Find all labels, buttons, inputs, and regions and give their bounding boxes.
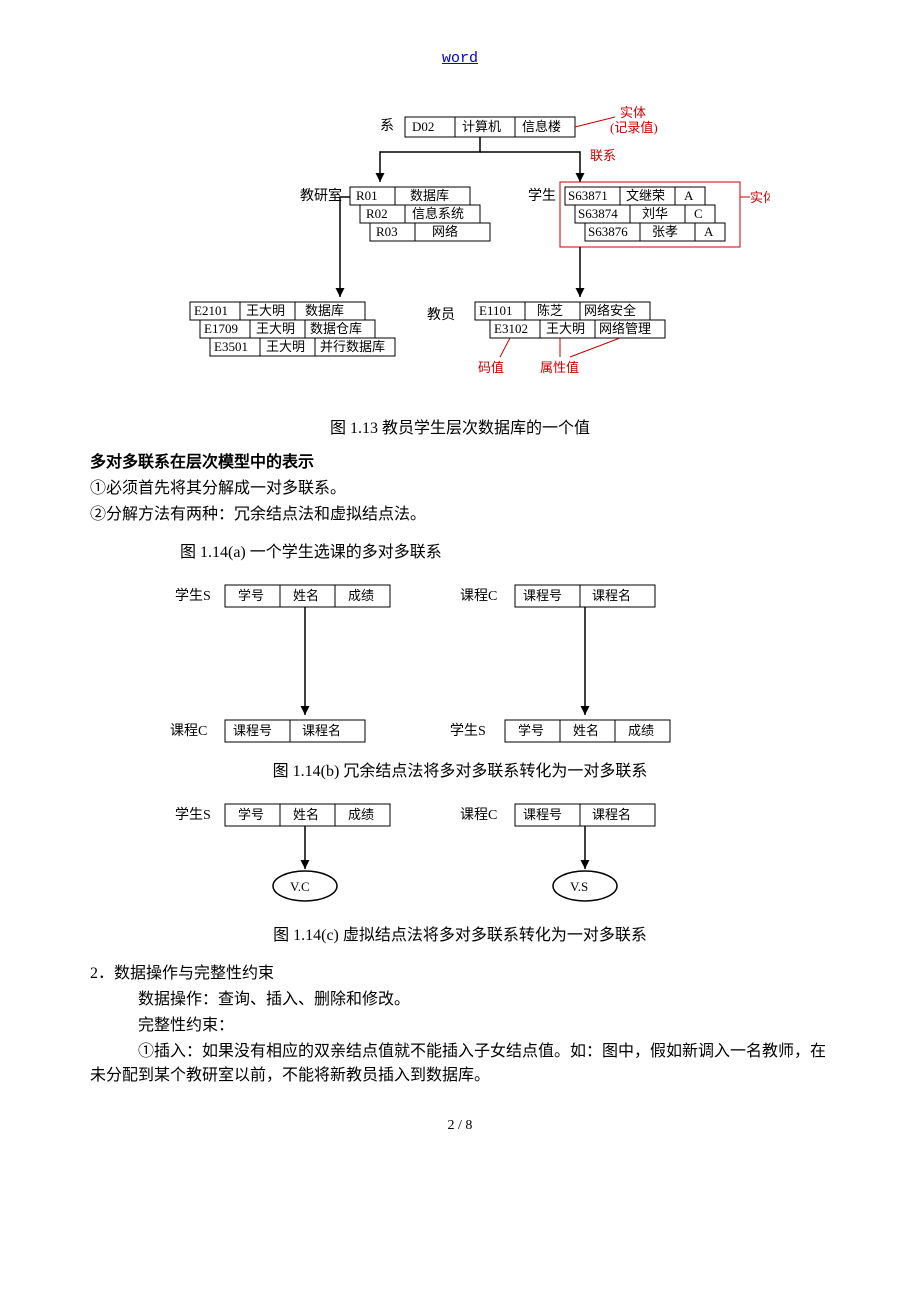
svg-text:课程C: 课程C <box>460 588 497 604</box>
svg-text:D02: D02 <box>412 119 434 134</box>
svg-text:R01: R01 <box>356 188 378 203</box>
fig-1-14c: 学生S 学号 姓名 成绩 V.C 课程C 课程号 课程名 V.S <box>150 794 770 914</box>
svg-text:成绩: 成绩 <box>628 723 654 738</box>
svg-text:V.C: V.C <box>290 879 310 894</box>
svg-text:实体集: 实体集 <box>750 190 770 205</box>
svg-text:学号: 学号 <box>238 588 264 603</box>
svg-text:学号: 学号 <box>238 807 264 822</box>
svg-text:A: A <box>704 224 714 239</box>
svg-text:数据库: 数据库 <box>305 303 344 318</box>
svg-text:文继荣: 文继荣 <box>626 188 665 203</box>
svg-text:E2101: E2101 <box>194 303 228 318</box>
svg-text:成绩: 成绩 <box>348 807 374 822</box>
fig-1-13: 系 D02 计算机 信息楼 实体 (记录值) 联系 教研室 R01 数据库 R02… <box>150 97 770 407</box>
fig114b-caption: 图 1.14(b) 冗余结点法将多对多联系转化为一对多联系 <box>90 760 830 784</box>
svg-text:属性值: 属性值 <box>540 360 579 375</box>
section2-line3: ①插入：如果没有相应的双亲结点值就不能插入子女结点值。如：图中，假如新调入一名教… <box>90 1040 830 1088</box>
svg-text:学生S: 学生S <box>175 807 211 823</box>
svg-text:C: C <box>694 206 703 221</box>
mm-line2: ②分解方法有两种：冗余结点法和虚拟结点法。 <box>90 503 830 527</box>
svg-text:课程号: 课程号 <box>523 588 562 603</box>
svg-text:E1709: E1709 <box>204 321 238 336</box>
svg-text:联系: 联系 <box>590 148 616 163</box>
svg-text:课程号: 课程号 <box>233 723 272 738</box>
svg-text:姓名: 姓名 <box>293 807 319 822</box>
svg-text:S63874: S63874 <box>578 206 618 221</box>
label-dept: 系 <box>380 118 394 134</box>
svg-text:数据库: 数据库 <box>410 188 449 203</box>
svg-text:刘华: 刘华 <box>642 206 668 221</box>
svg-text:课程名: 课程名 <box>592 807 631 822</box>
svg-text:课程C: 课程C <box>170 723 207 739</box>
svg-text:数据仓库: 数据仓库 <box>310 321 362 336</box>
svg-text:成绩: 成绩 <box>348 588 374 603</box>
svg-text:A: A <box>684 188 694 203</box>
svg-text:E3501: E3501 <box>214 339 248 354</box>
svg-text:S63876: S63876 <box>588 224 628 239</box>
section2-title: 2．数据操作与完整性约束 <box>90 962 830 986</box>
svg-text:课程名: 课程名 <box>592 588 631 603</box>
label-teacher: 教员 <box>427 307 455 323</box>
svg-text:网络安全: 网络安全 <box>584 303 636 318</box>
svg-text:E1101: E1101 <box>479 303 512 318</box>
svg-text:陈芝: 陈芝 <box>537 303 563 318</box>
fig114a-caption: 图 1.14(a) 一个学生选课的多对多联系 <box>90 541 830 565</box>
svg-text:学号: 学号 <box>518 723 544 738</box>
svg-text:王大明: 王大明 <box>266 339 305 354</box>
section2-line2: 完整性约束： <box>90 1014 830 1038</box>
svg-text:(记录值): (记录值) <box>610 120 658 135</box>
label-student: 学生 <box>528 188 556 204</box>
svg-text:S63871: S63871 <box>568 188 608 203</box>
section2-line1: 数据操作：查询、插入、删除和修改。 <box>90 988 830 1012</box>
svg-text:课程号: 课程号 <box>523 807 562 822</box>
svg-text:姓名: 姓名 <box>573 723 599 738</box>
svg-text:王大明: 王大明 <box>246 303 285 318</box>
svg-text:R02: R02 <box>366 206 388 221</box>
fig114c-caption: 图 1.14(c) 虚拟结点法将多对多联系转化为一对多联系 <box>90 924 830 948</box>
mm-line1: ①必须首先将其分解成一对多联系。 <box>90 477 830 501</box>
svg-text:课程名: 课程名 <box>302 723 341 738</box>
fig113-caption: 图 1.13 教员学生层次数据库的一个值 <box>90 417 830 441</box>
section-mm-title: 多对多联系在层次模型中的表示 <box>90 451 830 475</box>
svg-text:码值: 码值 <box>478 360 504 375</box>
svg-text:王大明: 王大明 <box>256 321 295 336</box>
svg-text:信息楼: 信息楼 <box>522 119 561 134</box>
svg-text:网络: 网络 <box>432 224 458 239</box>
svg-text:R03: R03 <box>376 224 398 239</box>
label-lab: 教研室 <box>300 187 342 204</box>
svg-text:网络管理: 网络管理 <box>599 321 651 336</box>
svg-text:姓名: 姓名 <box>293 588 319 603</box>
svg-text:V.S: V.S <box>570 879 588 894</box>
fig-1-14b: 学生S 学号姓名成绩 课程C 课程号课程名 课程C 课程号课程名 学生S 学号姓… <box>150 575 770 750</box>
svg-text:课程C: 课程C <box>460 807 497 823</box>
svg-text:E3102: E3102 <box>494 321 528 336</box>
svg-text:王大明: 王大明 <box>546 321 585 336</box>
svg-text:信息系统: 信息系统 <box>412 206 464 221</box>
svg-text:并行数据库: 并行数据库 <box>320 339 385 354</box>
svg-text:张孝: 张孝 <box>652 224 678 239</box>
page-number: 2 / 8 <box>90 1118 830 1134</box>
svg-text:学生S: 学生S <box>450 723 486 739</box>
header-link[interactable]: word <box>90 50 830 67</box>
svg-text:学生S: 学生S <box>175 588 211 604</box>
svg-text:计算机: 计算机 <box>462 119 501 134</box>
svg-text:实体: 实体 <box>620 105 646 120</box>
